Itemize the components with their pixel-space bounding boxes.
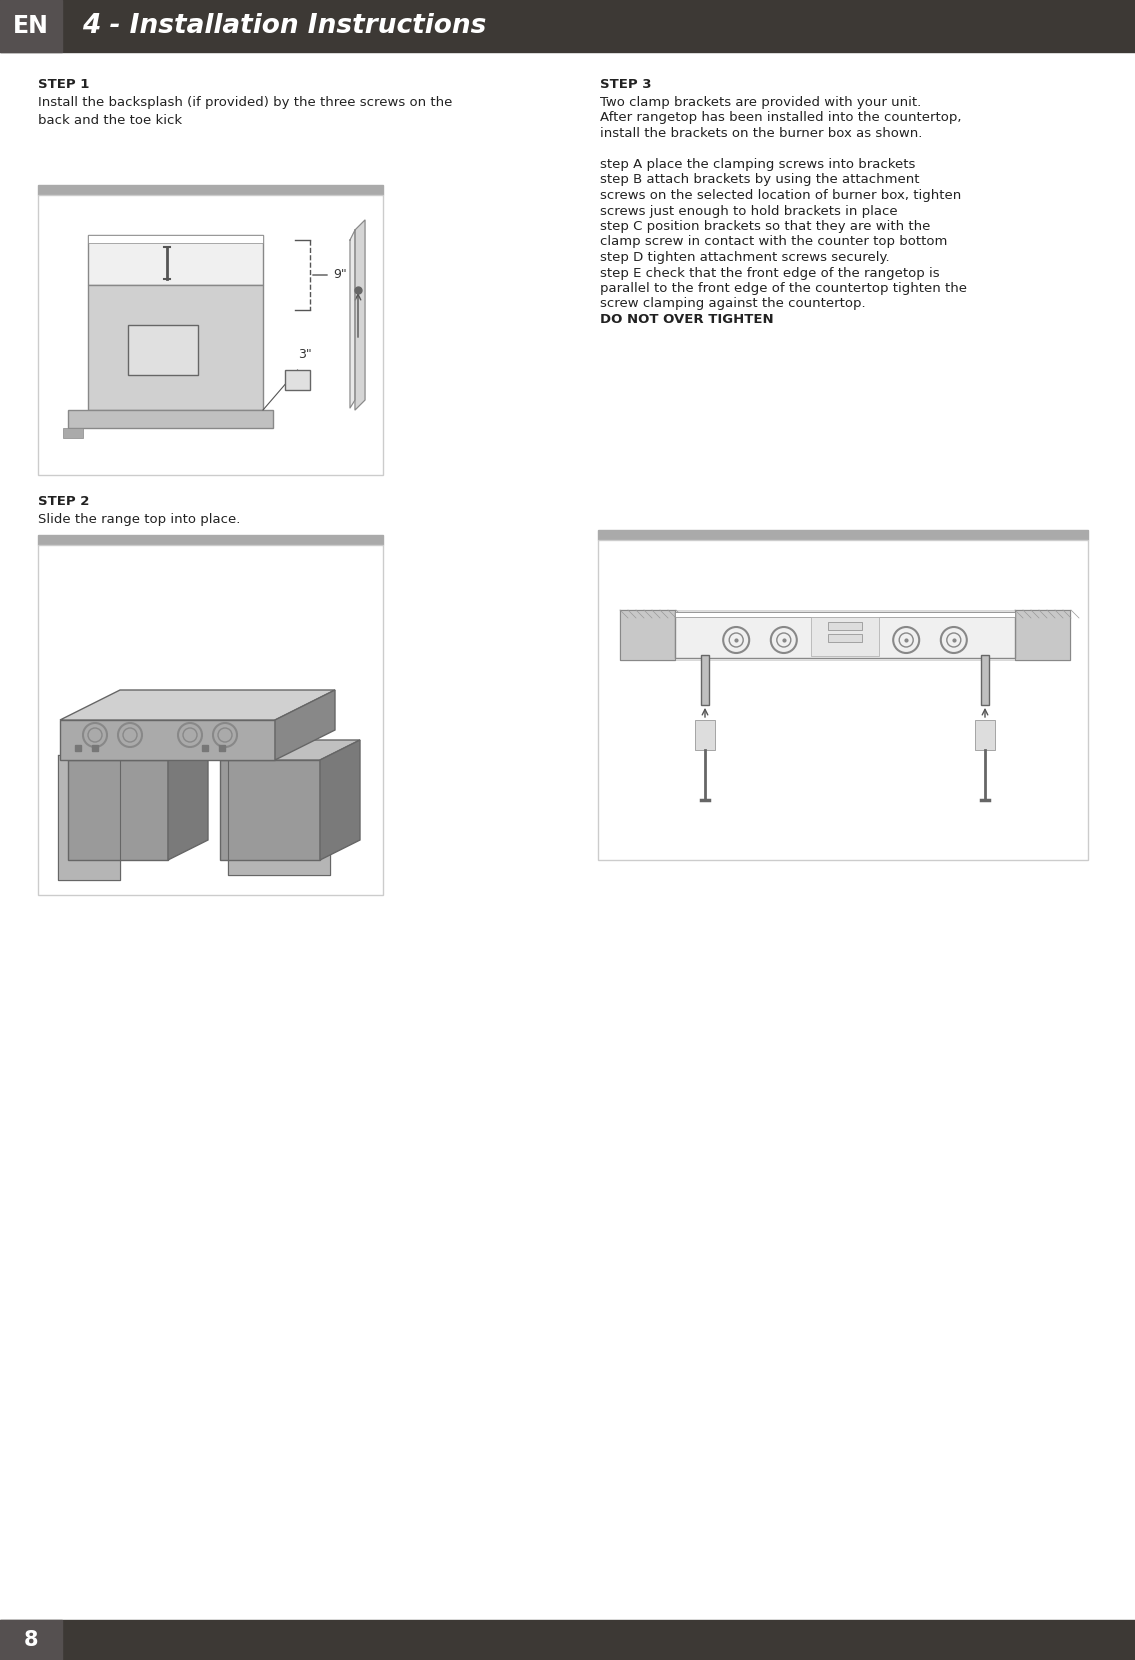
Text: step A place the clamping screws into brackets: step A place the clamping screws into br… (600, 158, 915, 171)
Text: screws on the selected location of burner box, tighten: screws on the selected location of burne… (600, 189, 961, 203)
Polygon shape (168, 740, 208, 860)
Bar (675, 613, 1015, 618)
Text: EN: EN (14, 13, 49, 38)
Polygon shape (355, 221, 365, 410)
Bar (285, 370, 310, 390)
Text: Two clamp brackets are provided with your unit.: Two clamp brackets are provided with you… (600, 96, 922, 110)
Polygon shape (220, 740, 360, 760)
Polygon shape (68, 760, 168, 860)
Text: step E check that the front edge of the rangetop is: step E check that the front edge of the … (600, 267, 940, 279)
Text: After rangetop has been installed into the countertop,: After rangetop has been installed into t… (600, 111, 961, 124)
Bar (695, 720, 715, 750)
Bar (37, 544, 382, 895)
Bar (812, 618, 878, 656)
Bar (701, 656, 709, 706)
Polygon shape (350, 231, 355, 408)
Text: parallel to the front edge of the countertop tighten the: parallel to the front edge of the counte… (600, 282, 967, 295)
Polygon shape (275, 691, 335, 760)
Polygon shape (228, 755, 330, 875)
Text: STEP 3: STEP 3 (600, 78, 651, 91)
Text: screws just enough to hold brackets in place: screws just enough to hold brackets in p… (600, 204, 898, 217)
Bar (829, 622, 861, 631)
Polygon shape (220, 760, 320, 860)
Text: clamp screw in contact with the counter top bottom: clamp screw in contact with the counter … (600, 236, 948, 249)
Bar (598, 540, 1088, 860)
Text: 3": 3" (299, 349, 312, 362)
Bar (675, 609, 1015, 661)
Polygon shape (68, 740, 208, 760)
Polygon shape (1015, 609, 1070, 661)
Bar (37, 194, 382, 475)
Text: Slide the range top into place.: Slide the range top into place. (37, 513, 241, 526)
Bar (68, 410, 274, 428)
Polygon shape (60, 720, 275, 760)
Bar (37, 535, 382, 544)
Polygon shape (620, 609, 675, 661)
Bar (89, 286, 263, 410)
Text: STEP 2: STEP 2 (37, 495, 90, 508)
Bar (0, 0, 62, 51)
Bar (598, 530, 1088, 540)
Text: step C position brackets so that they are with the: step C position brackets so that they ar… (600, 221, 931, 232)
Bar (89, 236, 263, 286)
Text: 8: 8 (24, 1630, 39, 1650)
Bar (981, 656, 989, 706)
Text: STEP 1: STEP 1 (37, 78, 90, 91)
Text: 9": 9" (333, 269, 347, 282)
Text: install the brackets on the burner box as shown.: install the brackets on the burner box a… (600, 128, 923, 139)
Polygon shape (58, 755, 120, 880)
Bar (128, 325, 197, 375)
Bar (64, 428, 83, 438)
Polygon shape (320, 740, 360, 860)
Bar (829, 634, 861, 642)
Bar (37, 184, 382, 194)
Text: screw clamping against the countertop.: screw clamping against the countertop. (600, 297, 866, 310)
Text: 4 - Installation Instructions: 4 - Installation Instructions (82, 13, 487, 38)
Bar (0, 0, 1135, 51)
Polygon shape (60, 691, 335, 720)
Text: step D tighten attachment screws securely.: step D tighten attachment screws securel… (600, 251, 890, 264)
Bar (0, 1620, 62, 1660)
Bar (975, 720, 995, 750)
Bar (89, 236, 263, 242)
Text: DO NOT OVER TIGHTEN: DO NOT OVER TIGHTEN (600, 314, 774, 325)
Text: step B attach brackets by using the attachment: step B attach brackets by using the atta… (600, 174, 919, 186)
Bar (0, 1620, 1135, 1660)
Text: Install the backsplash (if provided) by the three screws on the
back and the toe: Install the backsplash (if provided) by … (37, 96, 453, 128)
Bar (675, 613, 1015, 657)
